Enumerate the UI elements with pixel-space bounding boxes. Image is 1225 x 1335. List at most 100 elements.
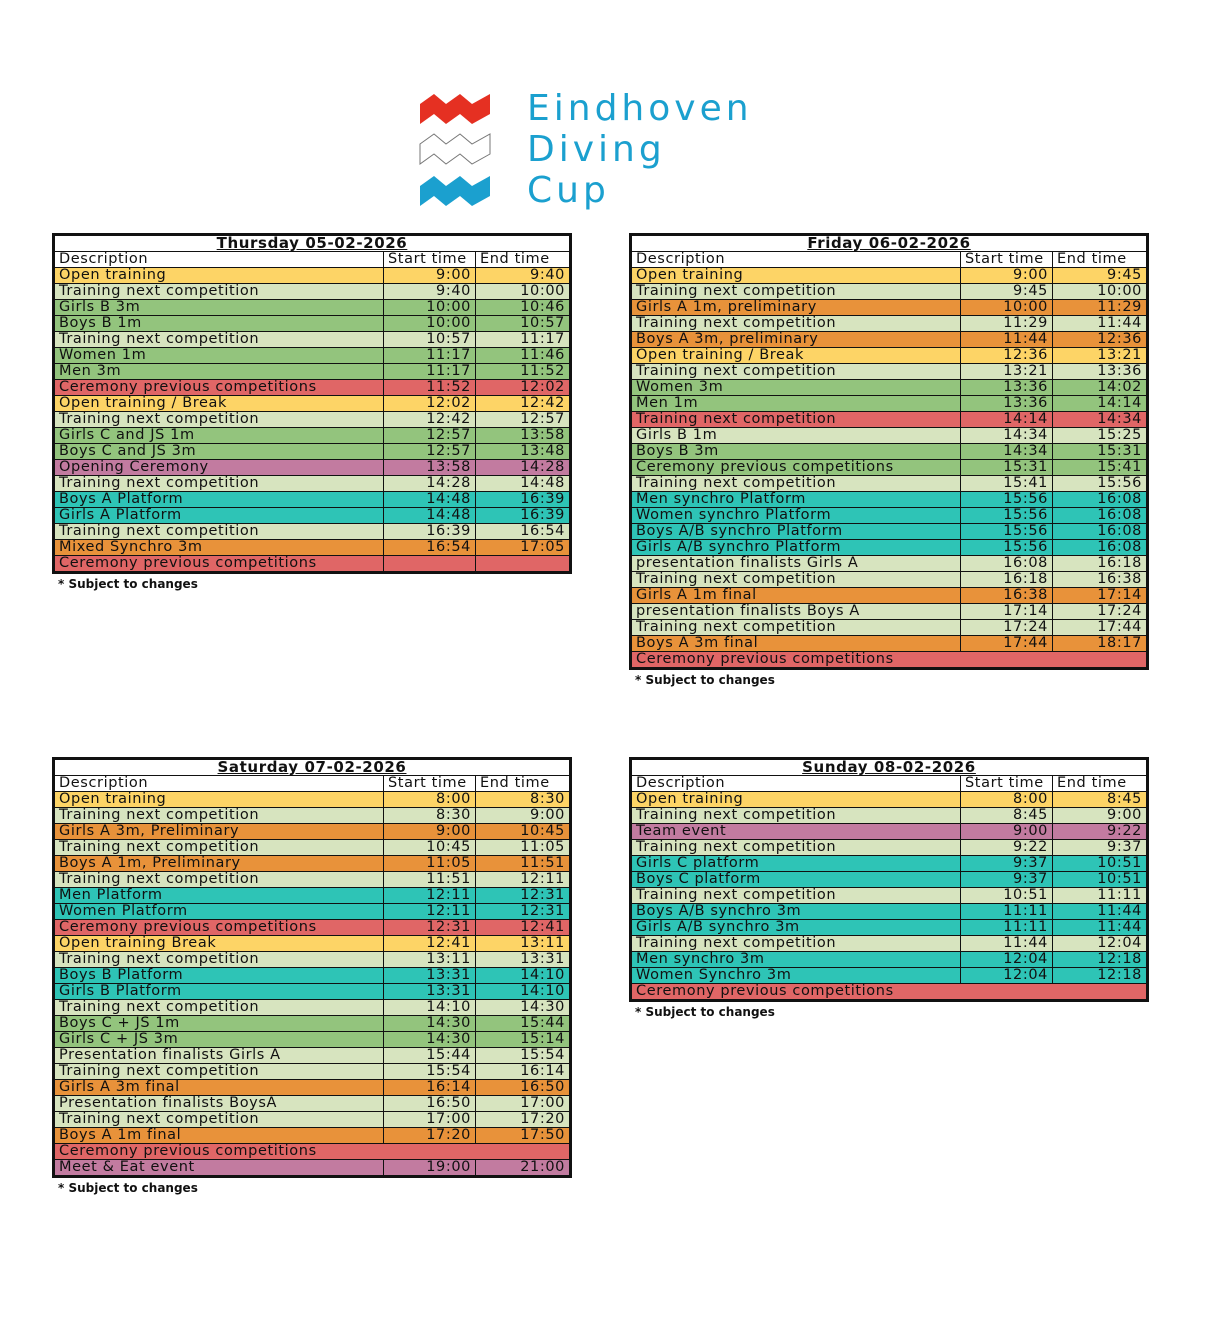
- event-description: Girls A 3m final: [53, 1079, 384, 1096]
- table-row: Presentation finalists BoysA 16:50 17:00: [53, 1095, 571, 1112]
- logo-graphic: [418, 92, 496, 216]
- end-time: 12:31: [475, 887, 571, 904]
- start-time: 9:00: [383, 267, 476, 284]
- start-time: 15:31: [960, 459, 1053, 476]
- start-time: 12:11: [383, 903, 476, 920]
- table-row: Boys A 1m, Preliminary 11:05 11:51: [53, 855, 571, 872]
- table-row: Training next competition 14:10 14:30: [53, 999, 571, 1016]
- event-description: Boys A/B synchro Platform: [630, 523, 961, 540]
- end-time: 15:14: [475, 1031, 571, 1048]
- table-row: Training next competition 8:30 9:00: [53, 807, 571, 824]
- event-description: Girls A/B synchro Platform: [630, 539, 961, 556]
- start-time: 9:37: [960, 871, 1053, 888]
- event-description: presentation finalists Girls A: [630, 555, 961, 572]
- event-description: Women 1m: [53, 347, 384, 364]
- start-time: 10:00: [383, 315, 476, 332]
- header-description: Description: [53, 251, 384, 268]
- end-time: 9:37: [1052, 839, 1148, 856]
- end-time: 15:25: [1052, 427, 1148, 444]
- end-time: 12:04: [1052, 935, 1148, 952]
- end-time: 9:00: [475, 807, 571, 824]
- table-row: Girls C platform 9:37 10:51: [630, 855, 1148, 872]
- end-time: 12:18: [1052, 951, 1148, 968]
- end-time: 16:38: [1052, 571, 1148, 588]
- table-row: Boys A Platform 14:48 16:39: [53, 491, 571, 508]
- event-description: Ceremony previous competitions: [53, 555, 384, 573]
- table-row: Training next competition 9:45 10:00: [630, 283, 1148, 300]
- start-time: 8:00: [383, 791, 476, 808]
- event-description: Women 3m: [630, 379, 961, 396]
- event-description: Girls B 3m: [53, 299, 384, 316]
- end-time: 11:17: [475, 331, 571, 348]
- table-row: Training next competition 15:41 15:56: [630, 475, 1148, 492]
- table-row: presentation finalists Girls A 16:08 16:18: [630, 555, 1148, 572]
- end-time: 9:40: [475, 267, 571, 284]
- end-time: 11:44: [1052, 919, 1148, 936]
- end-time: 10:51: [1052, 871, 1148, 888]
- end-time: 16:14: [475, 1063, 571, 1080]
- schedule-table: Thursday 05-02-2026 Description Start time…: [52, 233, 572, 574]
- event-description: Training next competition: [630, 315, 961, 332]
- start-time: 12:57: [383, 443, 476, 460]
- start-time: 17:44: [960, 635, 1053, 652]
- table-row: Ceremony previous competitions: [53, 1143, 571, 1160]
- start-time: 16:08: [960, 555, 1053, 572]
- start-time: 13:58: [383, 459, 476, 476]
- event-description: Boys A Platform: [53, 491, 384, 508]
- header-start: Start time: [960, 775, 1053, 792]
- table-row: Girls A/B synchro 3m 11:11 11:44: [630, 919, 1148, 936]
- table-row: Boys B 3m 14:34 15:31: [630, 443, 1148, 460]
- end-time: 17:44: [1052, 619, 1148, 636]
- start-time: 10:51: [960, 887, 1053, 904]
- schedule-thursday: Thursday 05-02-2026 Description Start time…: [52, 233, 572, 591]
- event-description: Men synchro 3m: [630, 951, 961, 968]
- event-description: Girls C + JS 3m: [53, 1031, 384, 1048]
- event-description: Boys B 3m: [630, 443, 961, 460]
- day-title: Friday 06-02-2026: [630, 234, 1148, 252]
- table-row: Training next competition 10:45 11:05: [53, 839, 571, 856]
- event-description: Girls B Platform: [53, 983, 384, 1000]
- header-row: Description Start time End time: [53, 775, 571, 792]
- table-row: Girls A 1m, preliminary 10:00 11:29: [630, 299, 1148, 316]
- start-time: 11:51: [383, 871, 476, 888]
- event-description: Training next competition: [630, 283, 961, 300]
- event-description: Boys A/B synchro 3m: [630, 903, 961, 920]
- end-time: 16:50: [475, 1079, 571, 1096]
- table-row: presentation finalists Boys A 17:14 17:24: [630, 603, 1148, 620]
- start-time: 17:00: [383, 1111, 476, 1128]
- table-row: Ceremony previous competitions 15:31 15:41: [630, 459, 1148, 476]
- header-description: Description: [53, 775, 384, 792]
- end-time: 14:14: [1052, 395, 1148, 412]
- event-description: Men 1m: [630, 395, 961, 412]
- start-time: 12:04: [960, 967, 1053, 984]
- end-time: 17:24: [1052, 603, 1148, 620]
- end-time: 17:20: [475, 1111, 571, 1128]
- start-time: 15:56: [960, 523, 1053, 540]
- schedule-table: Sunday 08-02-2026 Description Start time En…: [629, 757, 1149, 1002]
- start-time: 13:11: [383, 951, 476, 968]
- event-description: Ceremony previous competitions: [630, 651, 1148, 669]
- start-time: 9:37: [960, 855, 1053, 872]
- header-description: Description: [630, 775, 961, 792]
- event-description: presentation finalists Boys A: [630, 603, 961, 620]
- event-description: Training next competition: [53, 523, 384, 540]
- end-time: 17:14: [1052, 587, 1148, 604]
- end-time: 14:10: [475, 983, 571, 1000]
- end-time: 11:05: [475, 839, 571, 856]
- subject-to-changes-note: * Subject to changes: [635, 673, 775, 687]
- event-description: Ceremony previous competitions: [630, 983, 1148, 1001]
- start-time: 12:02: [383, 395, 476, 412]
- header-start: Start time: [383, 775, 476, 792]
- end-time: 16:08: [1052, 507, 1148, 524]
- start-time: 17:14: [960, 603, 1053, 620]
- end-time: 11:51: [475, 855, 571, 872]
- start-time: 14:28: [383, 475, 476, 492]
- event-description: Open training / Break: [630, 347, 961, 364]
- event-description: Boys A 3m, preliminary: [630, 331, 961, 348]
- event-description: Open training Break: [53, 935, 384, 952]
- event-description: Girls A 1m, preliminary: [630, 299, 961, 316]
- end-time: 10:51: [1052, 855, 1148, 872]
- end-time: 12:41: [475, 919, 571, 936]
- table-row: Training next competition 9:22 9:37: [630, 839, 1148, 856]
- end-time: 8:45: [1052, 791, 1148, 808]
